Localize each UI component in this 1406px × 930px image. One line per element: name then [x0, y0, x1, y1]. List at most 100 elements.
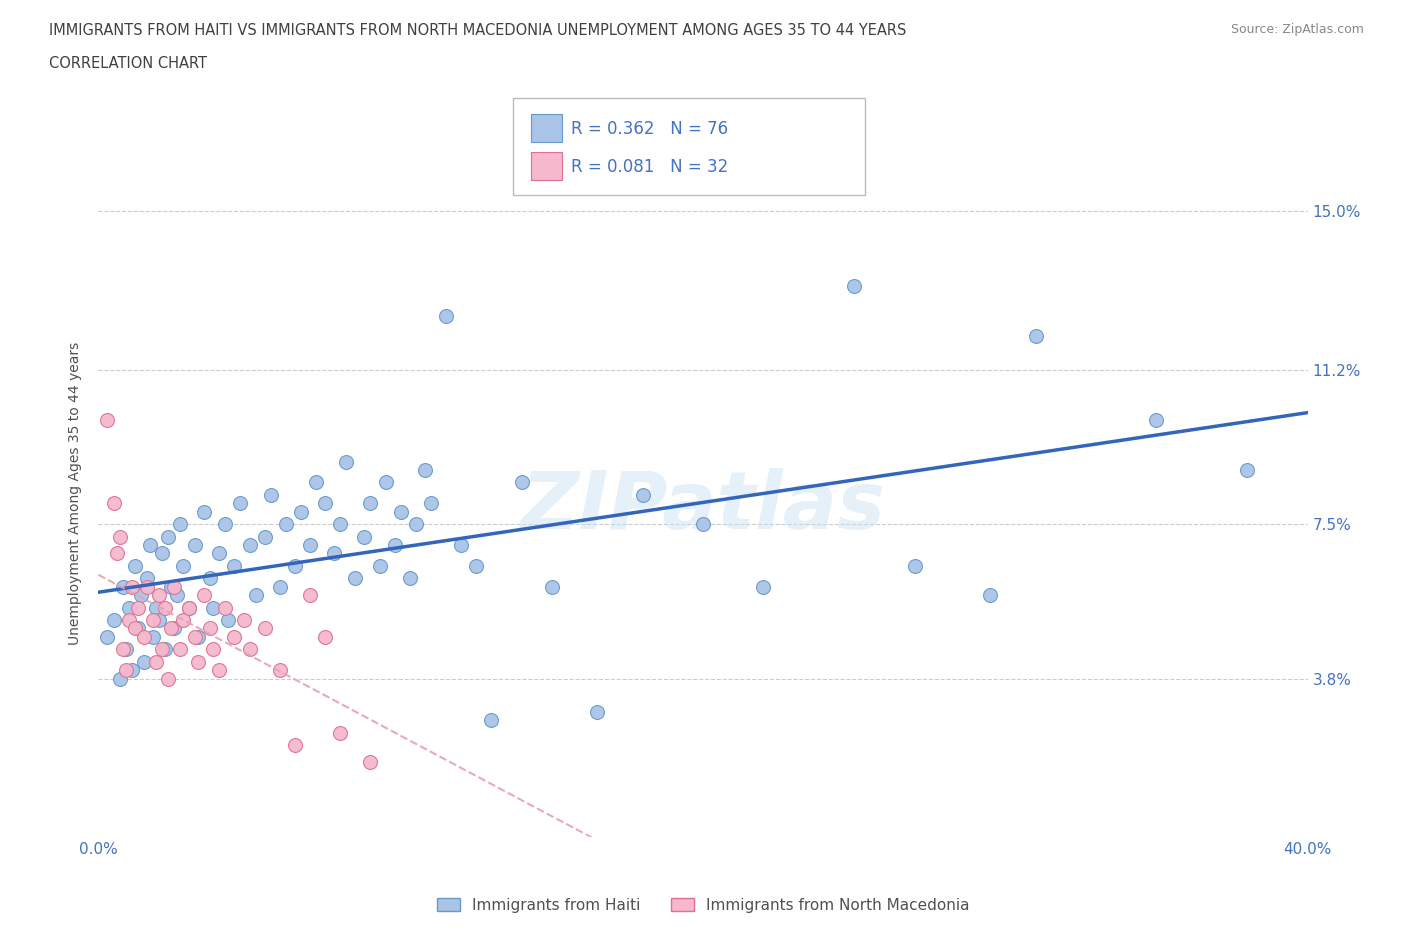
Point: [434, 308, 457, 323]
Point: [127, 621, 149, 636]
Point: [135, 579, 157, 594]
Point: [413, 462, 436, 477]
Point: [979, 588, 1001, 603]
Point: [156, 529, 179, 544]
Point: [253, 529, 276, 544]
Point: [145, 655, 167, 670]
Point: [1024, 329, 1046, 344]
Point: [111, 642, 134, 657]
Text: IMMIGRANTS FROM HAITI VS IMMIGRANTS FROM NORTH MACEDONIA UNEMPLOYMENT AMONG AGES: IMMIGRANTS FROM HAITI VS IMMIGRANTS FROM…: [49, 23, 907, 38]
Point: [1144, 413, 1167, 428]
Point: [111, 579, 134, 594]
Point: [156, 671, 179, 686]
Point: [179, 600, 201, 615]
Point: [160, 621, 183, 636]
Point: [163, 579, 186, 594]
Point: [148, 613, 170, 628]
Point: [118, 613, 141, 628]
Point: [299, 588, 322, 603]
Point: [114, 642, 136, 657]
Y-axis label: Unemployment Among Ages 35 to 44 years: Unemployment Among Ages 35 to 44 years: [69, 341, 83, 644]
Text: R = 0.362   N = 76: R = 0.362 N = 76: [571, 120, 728, 138]
Point: [103, 613, 125, 628]
Point: [269, 663, 291, 678]
Point: [540, 579, 562, 594]
Point: [208, 663, 231, 678]
Point: [135, 571, 157, 586]
Point: [224, 630, 246, 644]
Point: [389, 504, 412, 519]
Point: [224, 558, 246, 573]
Point: [160, 579, 183, 594]
Point: [166, 588, 188, 603]
Point: [752, 579, 775, 594]
Point: [844, 279, 866, 294]
Point: [904, 558, 927, 573]
Point: [631, 487, 654, 502]
Point: [202, 642, 225, 657]
Point: [229, 496, 252, 511]
Point: [148, 588, 170, 603]
Point: [114, 663, 136, 678]
Point: [314, 496, 336, 511]
Point: [184, 538, 207, 552]
Point: [384, 538, 406, 552]
Point: [260, 487, 283, 502]
Point: [274, 517, 297, 532]
Point: [153, 600, 176, 615]
Point: [329, 517, 352, 532]
Point: [353, 529, 375, 544]
Point: [200, 571, 222, 586]
Point: [124, 621, 146, 636]
Point: [284, 737, 307, 752]
Point: [323, 546, 346, 561]
Text: CORRELATION CHART: CORRELATION CHART: [49, 56, 207, 71]
Point: [108, 671, 131, 686]
Point: [96, 630, 118, 644]
Text: Source: ZipAtlas.com: Source: ZipAtlas.com: [1230, 23, 1364, 36]
Point: [314, 630, 336, 644]
Point: [269, 579, 291, 594]
Point: [118, 600, 141, 615]
Point: [121, 579, 143, 594]
Point: [692, 517, 714, 532]
Point: [172, 558, 194, 573]
Point: [145, 600, 167, 615]
Point: [150, 546, 173, 561]
Point: [163, 621, 186, 636]
Point: [405, 517, 427, 532]
Point: [344, 571, 367, 586]
Point: [253, 621, 276, 636]
Point: [169, 517, 191, 532]
Point: [124, 558, 146, 573]
Point: [239, 642, 262, 657]
Point: [96, 413, 118, 428]
Point: [179, 600, 201, 615]
Point: [1236, 462, 1258, 477]
Legend: Immigrants from Haiti, Immigrants from North Macedonia: Immigrants from Haiti, Immigrants from N…: [430, 892, 976, 919]
Point: [132, 630, 155, 644]
Text: ZIPatlas: ZIPatlas: [520, 468, 886, 546]
Point: [450, 538, 472, 552]
Point: [108, 529, 131, 544]
Point: [169, 642, 191, 657]
Point: [202, 600, 225, 615]
Point: [374, 475, 396, 490]
Point: [153, 642, 176, 657]
Point: [142, 630, 165, 644]
Point: [284, 558, 307, 573]
Point: [398, 571, 420, 586]
Point: [217, 613, 239, 628]
Point: [187, 655, 209, 670]
Point: [150, 642, 173, 657]
Point: [299, 538, 322, 552]
Point: [214, 600, 236, 615]
Point: [586, 704, 609, 719]
Point: [184, 630, 207, 644]
Point: [232, 613, 254, 628]
Point: [420, 496, 443, 511]
Text: R = 0.081   N = 32: R = 0.081 N = 32: [571, 157, 728, 176]
Point: [305, 475, 328, 490]
Point: [245, 588, 267, 603]
Point: [360, 754, 382, 769]
